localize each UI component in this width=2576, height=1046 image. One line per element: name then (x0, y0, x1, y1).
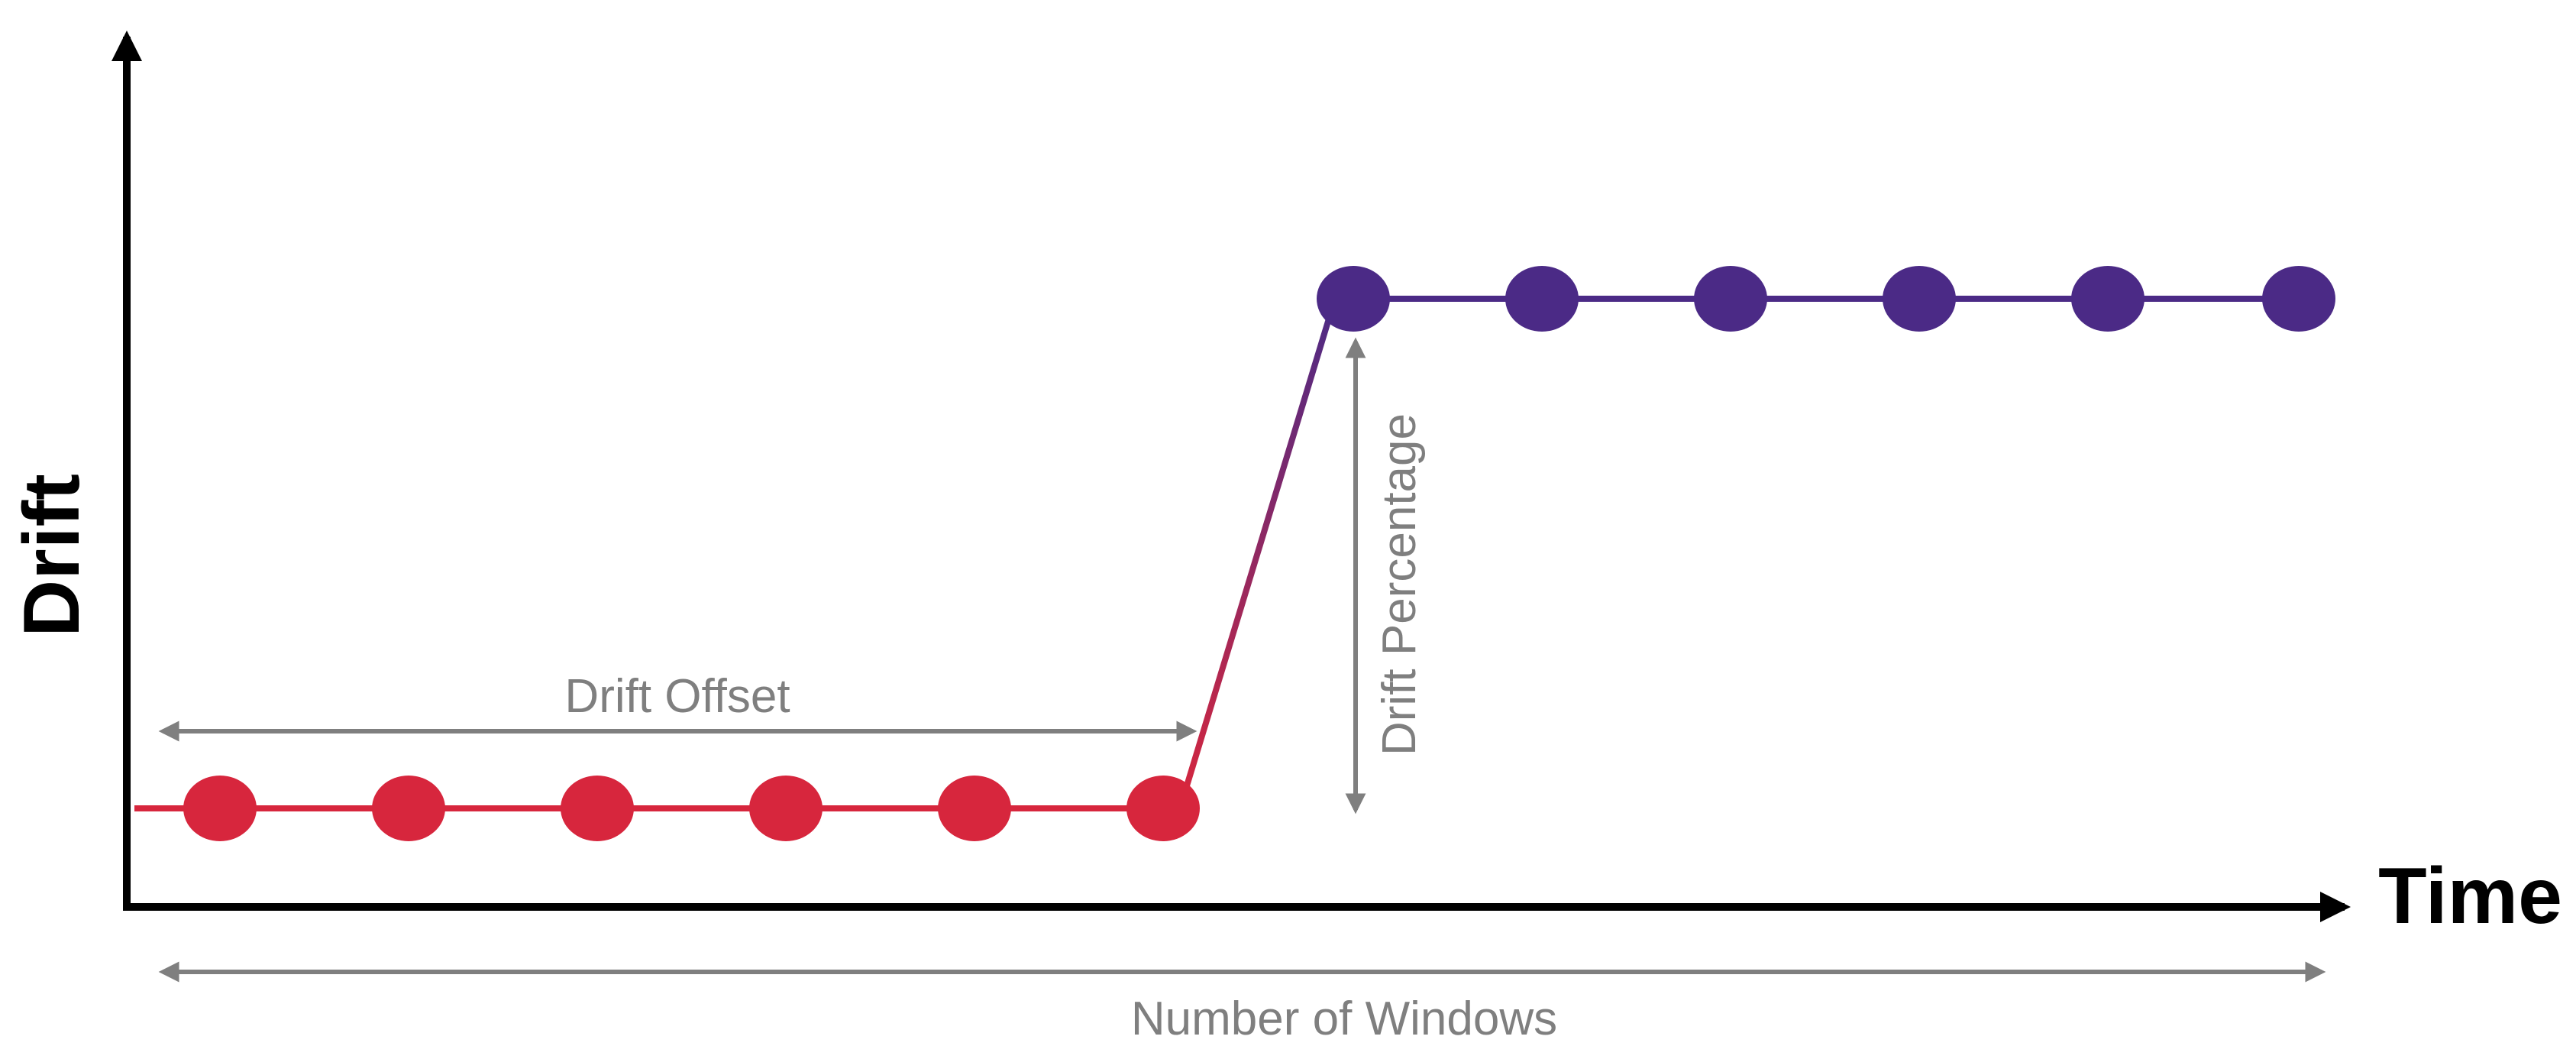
before-drift-point (1126, 776, 1200, 841)
before-drift-point (749, 776, 823, 841)
drift-percentage-label: Drift Percentage (1373, 413, 1426, 756)
before-drift-points (183, 776, 1200, 841)
after-drift-point (1694, 266, 1767, 332)
number-of-windows-label: Number of Windows (1131, 993, 1557, 1045)
after-drift-point (2071, 266, 2145, 332)
drift-ramp-line (1177, 297, 1338, 810)
before-drift-point (183, 776, 257, 841)
after-drift-point (1317, 266, 1390, 332)
after-drift-point (1505, 266, 1579, 332)
after-drift-point (2262, 266, 2335, 332)
before-drift-point (938, 776, 1011, 841)
after-drift-points (1317, 266, 2335, 332)
before-drift-point (372, 776, 445, 841)
x-axis-label: Time (2378, 852, 2562, 941)
y-axis-label: Drift (8, 474, 96, 637)
drift-offset-label: Drift Offset (564, 670, 790, 723)
after-drift-point (1883, 266, 1956, 332)
before-drift-point (561, 776, 634, 841)
